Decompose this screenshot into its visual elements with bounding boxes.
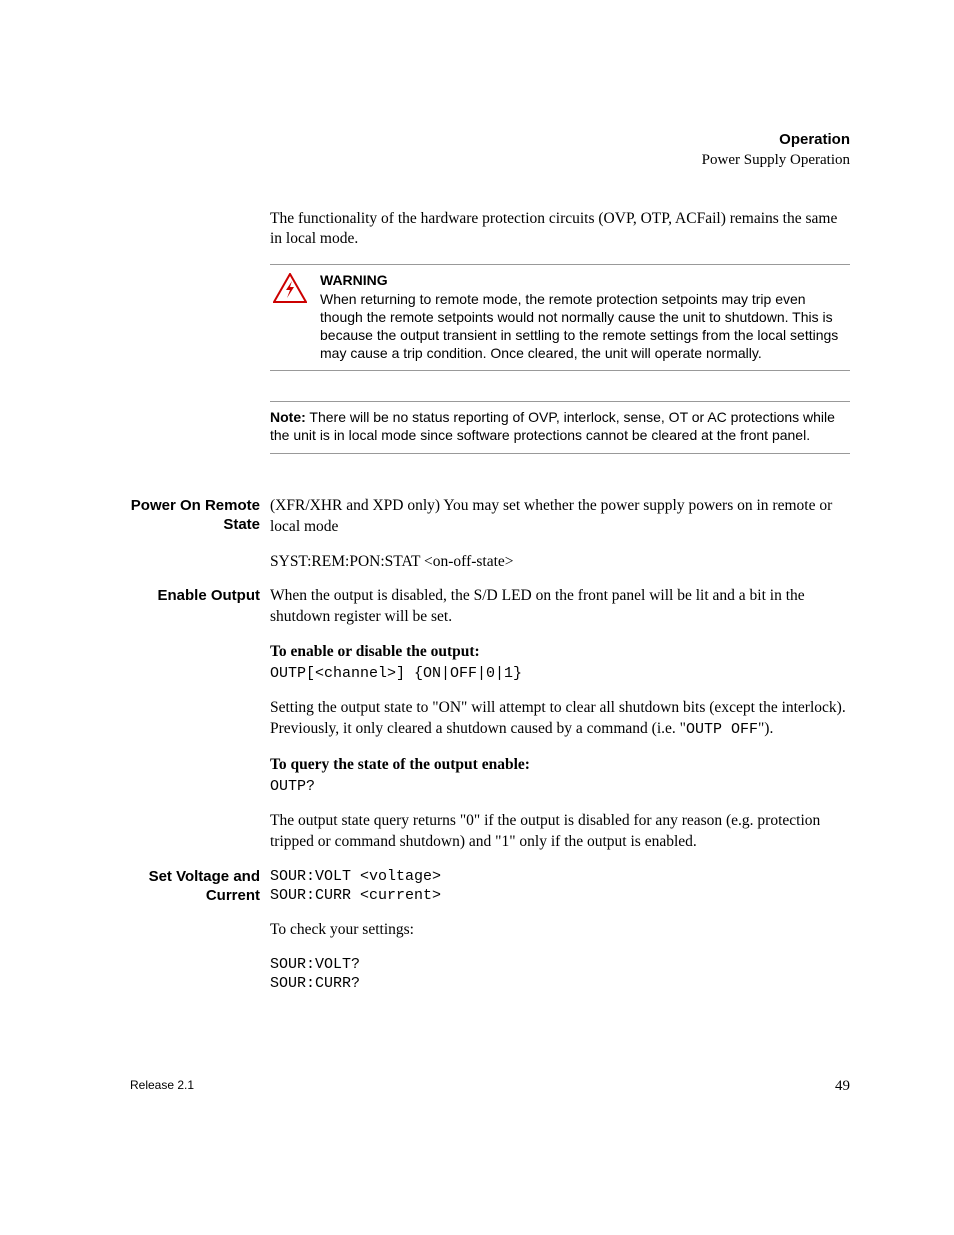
- section-title: Power Supply Operation: [130, 150, 850, 170]
- warning-text: WARNING When returning to remote mode, t…: [320, 271, 850, 362]
- enable-output-block1: To enable or disable the output: OUTP[<c…: [270, 642, 850, 684]
- power-on-row: Power On Remote State (XFR/XHR and XPD o…: [130, 496, 850, 573]
- enable-output-row: Enable Output When the output is disable…: [130, 586, 850, 852]
- release-label: Release 2.1: [130, 1078, 194, 1095]
- enable-output-label: Enable Output: [130, 586, 270, 852]
- enable-output-para2-code: OUTP OFF: [686, 721, 758, 738]
- enable-output-cmd1: OUTP[<channel>] {ON|OFF|0|1}: [270, 665, 522, 682]
- set-vc-query-cmds: SOUR:VOLT? SOUR:CURR?: [270, 955, 850, 994]
- power-on-para: (XFR/XHR and XPD only) You may set wheth…: [270, 496, 850, 538]
- enable-output-para2b: ").: [758, 720, 773, 737]
- set-vc-para: To check your settings:: [270, 920, 850, 941]
- set-vc-cmd2: SOUR:CURR <current>: [270, 887, 441, 904]
- intro-text: The functionality of the hardware protec…: [270, 209, 850, 251]
- set-vc-cmds: SOUR:VOLT <voltage> SOUR:CURR <current>: [270, 867, 850, 906]
- empty-margin: [130, 401, 270, 481]
- page-content: Operation Power Supply Operation The fun…: [130, 130, 850, 1008]
- enable-output-body: When the output is disabled, the S/D LED…: [270, 586, 850, 852]
- set-vc-cmd3: SOUR:VOLT?: [270, 956, 360, 973]
- note-body-col: Note: There will be no status reporting …: [270, 401, 850, 481]
- set-vc-body: SOUR:VOLT <voltage> SOUR:CURR <current> …: [270, 867, 850, 994]
- note-row: Note: There will be no status reporting …: [130, 401, 850, 481]
- warning-body-text: When returning to remote mode, the remot…: [320, 291, 838, 362]
- set-vc-cmd1: SOUR:VOLT <voltage>: [270, 868, 441, 885]
- empty-margin: [130, 209, 270, 251]
- enable-output-head1: To enable or disable the output:: [270, 643, 480, 660]
- page-number: 49: [835, 1078, 850, 1095]
- warning-row: WARNING When returning to remote mode, t…: [130, 264, 850, 387]
- set-vc-row: Set Voltage and Current SOUR:VOLT <volta…: [130, 867, 850, 994]
- enable-output-cmd2: OUTP?: [270, 778, 315, 795]
- power-on-cmd: SYST:REM:PON:STAT <on-off-state>: [270, 552, 850, 573]
- warning-icon-slot: [270, 271, 310, 362]
- page-footer: Release 2.1 49: [130, 1078, 850, 1095]
- intro-body: The functionality of the hardware protec…: [270, 209, 850, 251]
- page-header: Operation Power Supply Operation: [130, 130, 850, 171]
- note-callout: Note: There will be no status reporting …: [270, 401, 850, 453]
- intro-row: The functionality of the hardware protec…: [130, 209, 850, 251]
- set-vc-cmd4: SOUR:CURR?: [270, 975, 360, 992]
- enable-output-block2: To query the state of the output enable:…: [270, 755, 850, 797]
- enable-output-para2: Setting the output state to "ON" will at…: [270, 698, 850, 740]
- empty-margin: [130, 264, 270, 387]
- warning-body-col: WARNING When returning to remote mode, t…: [270, 264, 850, 387]
- lightning-triangle-icon: [273, 273, 307, 303]
- warning-title: WARNING: [320, 271, 850, 289]
- power-on-body: (XFR/XHR and XPD only) You may set wheth…: [270, 496, 850, 573]
- note-body-text: There will be no status reporting of OVP…: [270, 409, 835, 443]
- power-on-label: Power On Remote State: [130, 496, 270, 573]
- set-vc-label: Set Voltage and Current: [130, 867, 270, 994]
- enable-output-para1: When the output is disabled, the S/D LED…: [270, 586, 850, 628]
- enable-output-para3: The output state query returns "0" if th…: [270, 811, 850, 853]
- note-label: Note:: [270, 409, 306, 425]
- enable-output-head2: To query the state of the output enable:: [270, 756, 530, 773]
- warning-callout: WARNING When returning to remote mode, t…: [270, 264, 850, 371]
- chapter-title: Operation: [130, 130, 850, 150]
